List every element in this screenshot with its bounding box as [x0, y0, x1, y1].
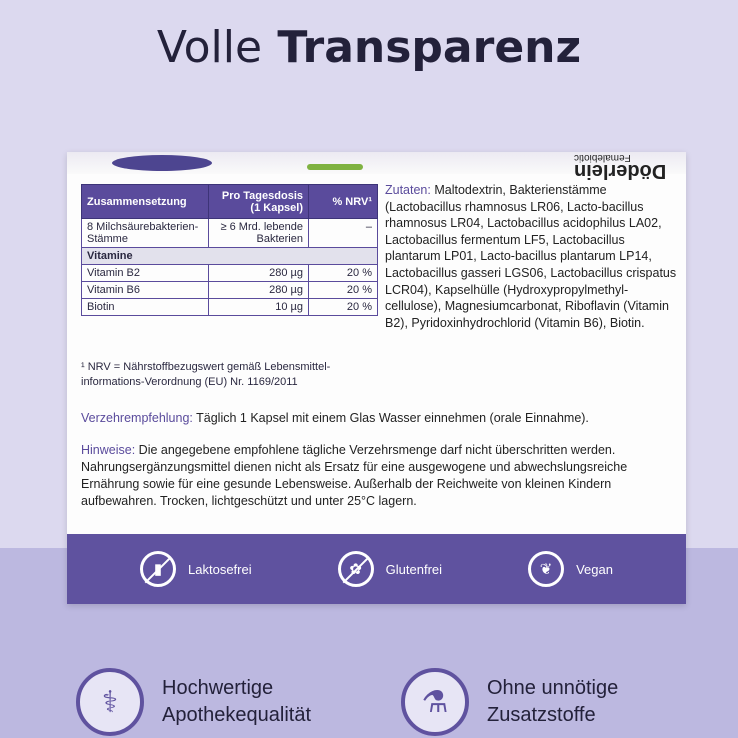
- nutrition-table: Zusammensetzung Pro Tagesdosis (1 Kapsel…: [81, 184, 378, 316]
- ingredients: Zutaten: Maltodextrin, Bakterienstämme (…: [385, 183, 677, 330]
- no-flask-icon: ⚗: [401, 668, 469, 736]
- table-row: Vitamin B6 280 µg 20 %: [81, 281, 378, 299]
- green-stripe: [307, 164, 363, 170]
- badge-vegan: ❦ Vegan: [528, 551, 613, 587]
- badge-lactose-free: ▮ Laktosefrei: [140, 551, 252, 587]
- headline: Volle Transparenz: [156, 22, 582, 73]
- table-header: Zusammensetzung Pro Tagesdosis (1 Kapsel…: [81, 184, 378, 219]
- footnote: ¹ NRV = Nährstoffbezugswert gemäß Lebens…: [81, 361, 331, 388]
- table-row: 8 Milchsäurebakterien-Stämme ≥ 6 Mrd. leb…: [81, 218, 378, 248]
- feature-quality: ⚕ Hochwertige Apothekequalität: [76, 668, 311, 736]
- box-flap: Döderlein Femalebiotic: [67, 152, 686, 182]
- dosage-recommendation: Verzehrempfehlung: Täglich 1 Kapsel mit …: [81, 411, 589, 425]
- badge-gluten-free: ✿ Glutenfrei: [337, 551, 442, 587]
- logo-icon: [112, 155, 212, 171]
- table-row: Vitamin B2 280 µg 20 %: [81, 264, 378, 282]
- badge-band: ▮ Laktosefrei ✿ Glutenfrei ❦ Vegan: [67, 534, 686, 604]
- product-box: Döderlein Femalebiotic Zusammensetzung Pr…: [67, 152, 686, 604]
- brand-logo: Döderlein Femalebiotic: [573, 152, 666, 182]
- table-section: Vitamine: [81, 247, 378, 265]
- caduceus-icon: ⚕: [76, 668, 144, 736]
- leaf-icon: ❦: [528, 551, 565, 587]
- no-milk-icon: ▮: [140, 551, 177, 587]
- feature-no-additives: ⚗ Ohne unnötige Zusatzstoffe: [401, 668, 618, 736]
- no-grain-icon: ✿: [337, 551, 374, 587]
- table-row: Biotin 10 µg 20 %: [81, 298, 378, 316]
- notes: Hinweise: Die angegebene empfohlene tägl…: [81, 443, 628, 508]
